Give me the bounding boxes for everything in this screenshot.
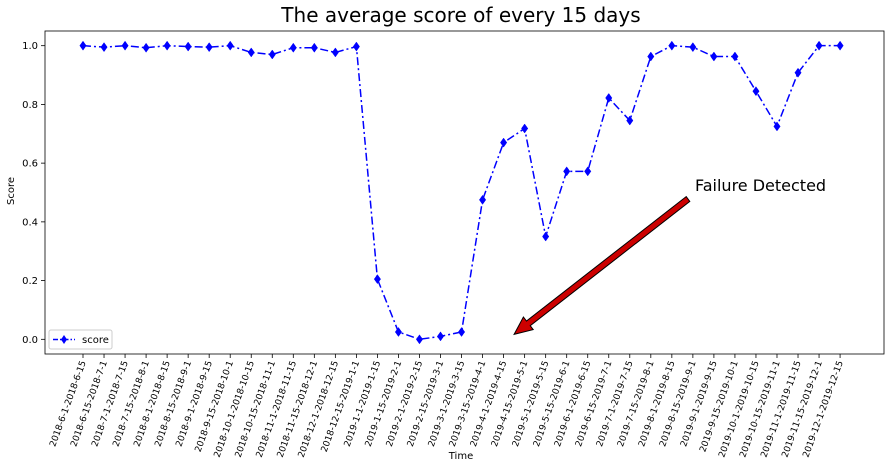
data-point-marker — [836, 40, 844, 51]
data-point-marker — [142, 42, 150, 53]
x-tick-label: 2019-12-1-2019-12-15 — [802, 360, 846, 459]
data-point-marker — [542, 231, 550, 242]
data-point-marker — [731, 51, 739, 62]
y-tick-label: 0.2 — [22, 276, 38, 287]
data-point-marker — [289, 42, 297, 53]
data-point-marker — [184, 41, 192, 52]
plot-frame — [44, 30, 885, 355]
chart-title: The average score of every 15 days — [280, 3, 640, 27]
y-tick-label: 1.0 — [22, 41, 38, 52]
data-point-marker — [479, 194, 487, 205]
data-point-marker — [584, 166, 592, 177]
data-point-marker — [500, 137, 508, 148]
data-point-marker — [710, 51, 718, 62]
data-point-marker — [458, 327, 466, 337]
legend-marker-swatch — [61, 335, 67, 344]
data-point-marker — [331, 47, 339, 58]
data-point-marker — [205, 42, 213, 53]
y-tick-label: 0.0 — [22, 335, 38, 346]
y-tick-label: 0.4 — [22, 217, 38, 228]
annotation-text: Failure Detected — [695, 176, 826, 195]
data-point-marker — [415, 334, 423, 345]
annotation-arrow — [513, 195, 691, 336]
data-point-marker — [79, 40, 87, 51]
data-point-marker — [352, 41, 360, 52]
legend-box — [48, 329, 113, 350]
data-point-marker — [226, 40, 234, 51]
data-point-marker — [815, 40, 823, 51]
legend: score — [48, 329, 113, 350]
data-point-marker — [163, 40, 171, 51]
data-point-marker — [521, 123, 529, 134]
data-point-marker — [563, 166, 571, 177]
y-tick-label: 0.6 — [22, 159, 38, 170]
data-point-marker — [647, 51, 655, 62]
data-point-marker — [394, 327, 402, 337]
data-point-marker — [626, 115, 634, 126]
data-point-marker — [100, 42, 108, 53]
y-axis-label: Score — [6, 177, 17, 205]
data-point-marker — [689, 42, 697, 53]
data-point-marker — [437, 331, 445, 342]
data-point-marker — [247, 47, 255, 58]
legend-label: score — [82, 335, 109, 346]
data-point-marker — [373, 274, 381, 285]
data-point-marker — [752, 86, 760, 97]
data-point-marker — [668, 40, 676, 51]
data-point-marker — [121, 40, 129, 51]
y-tick-label: 0.8 — [22, 100, 38, 111]
data-point-marker — [310, 42, 318, 53]
data-point-marker — [268, 49, 276, 60]
data-point-marker — [794, 67, 802, 78]
data-point-marker — [773, 121, 781, 132]
data-point-marker — [605, 93, 613, 103]
x-axis-label: Time — [448, 451, 473, 462]
